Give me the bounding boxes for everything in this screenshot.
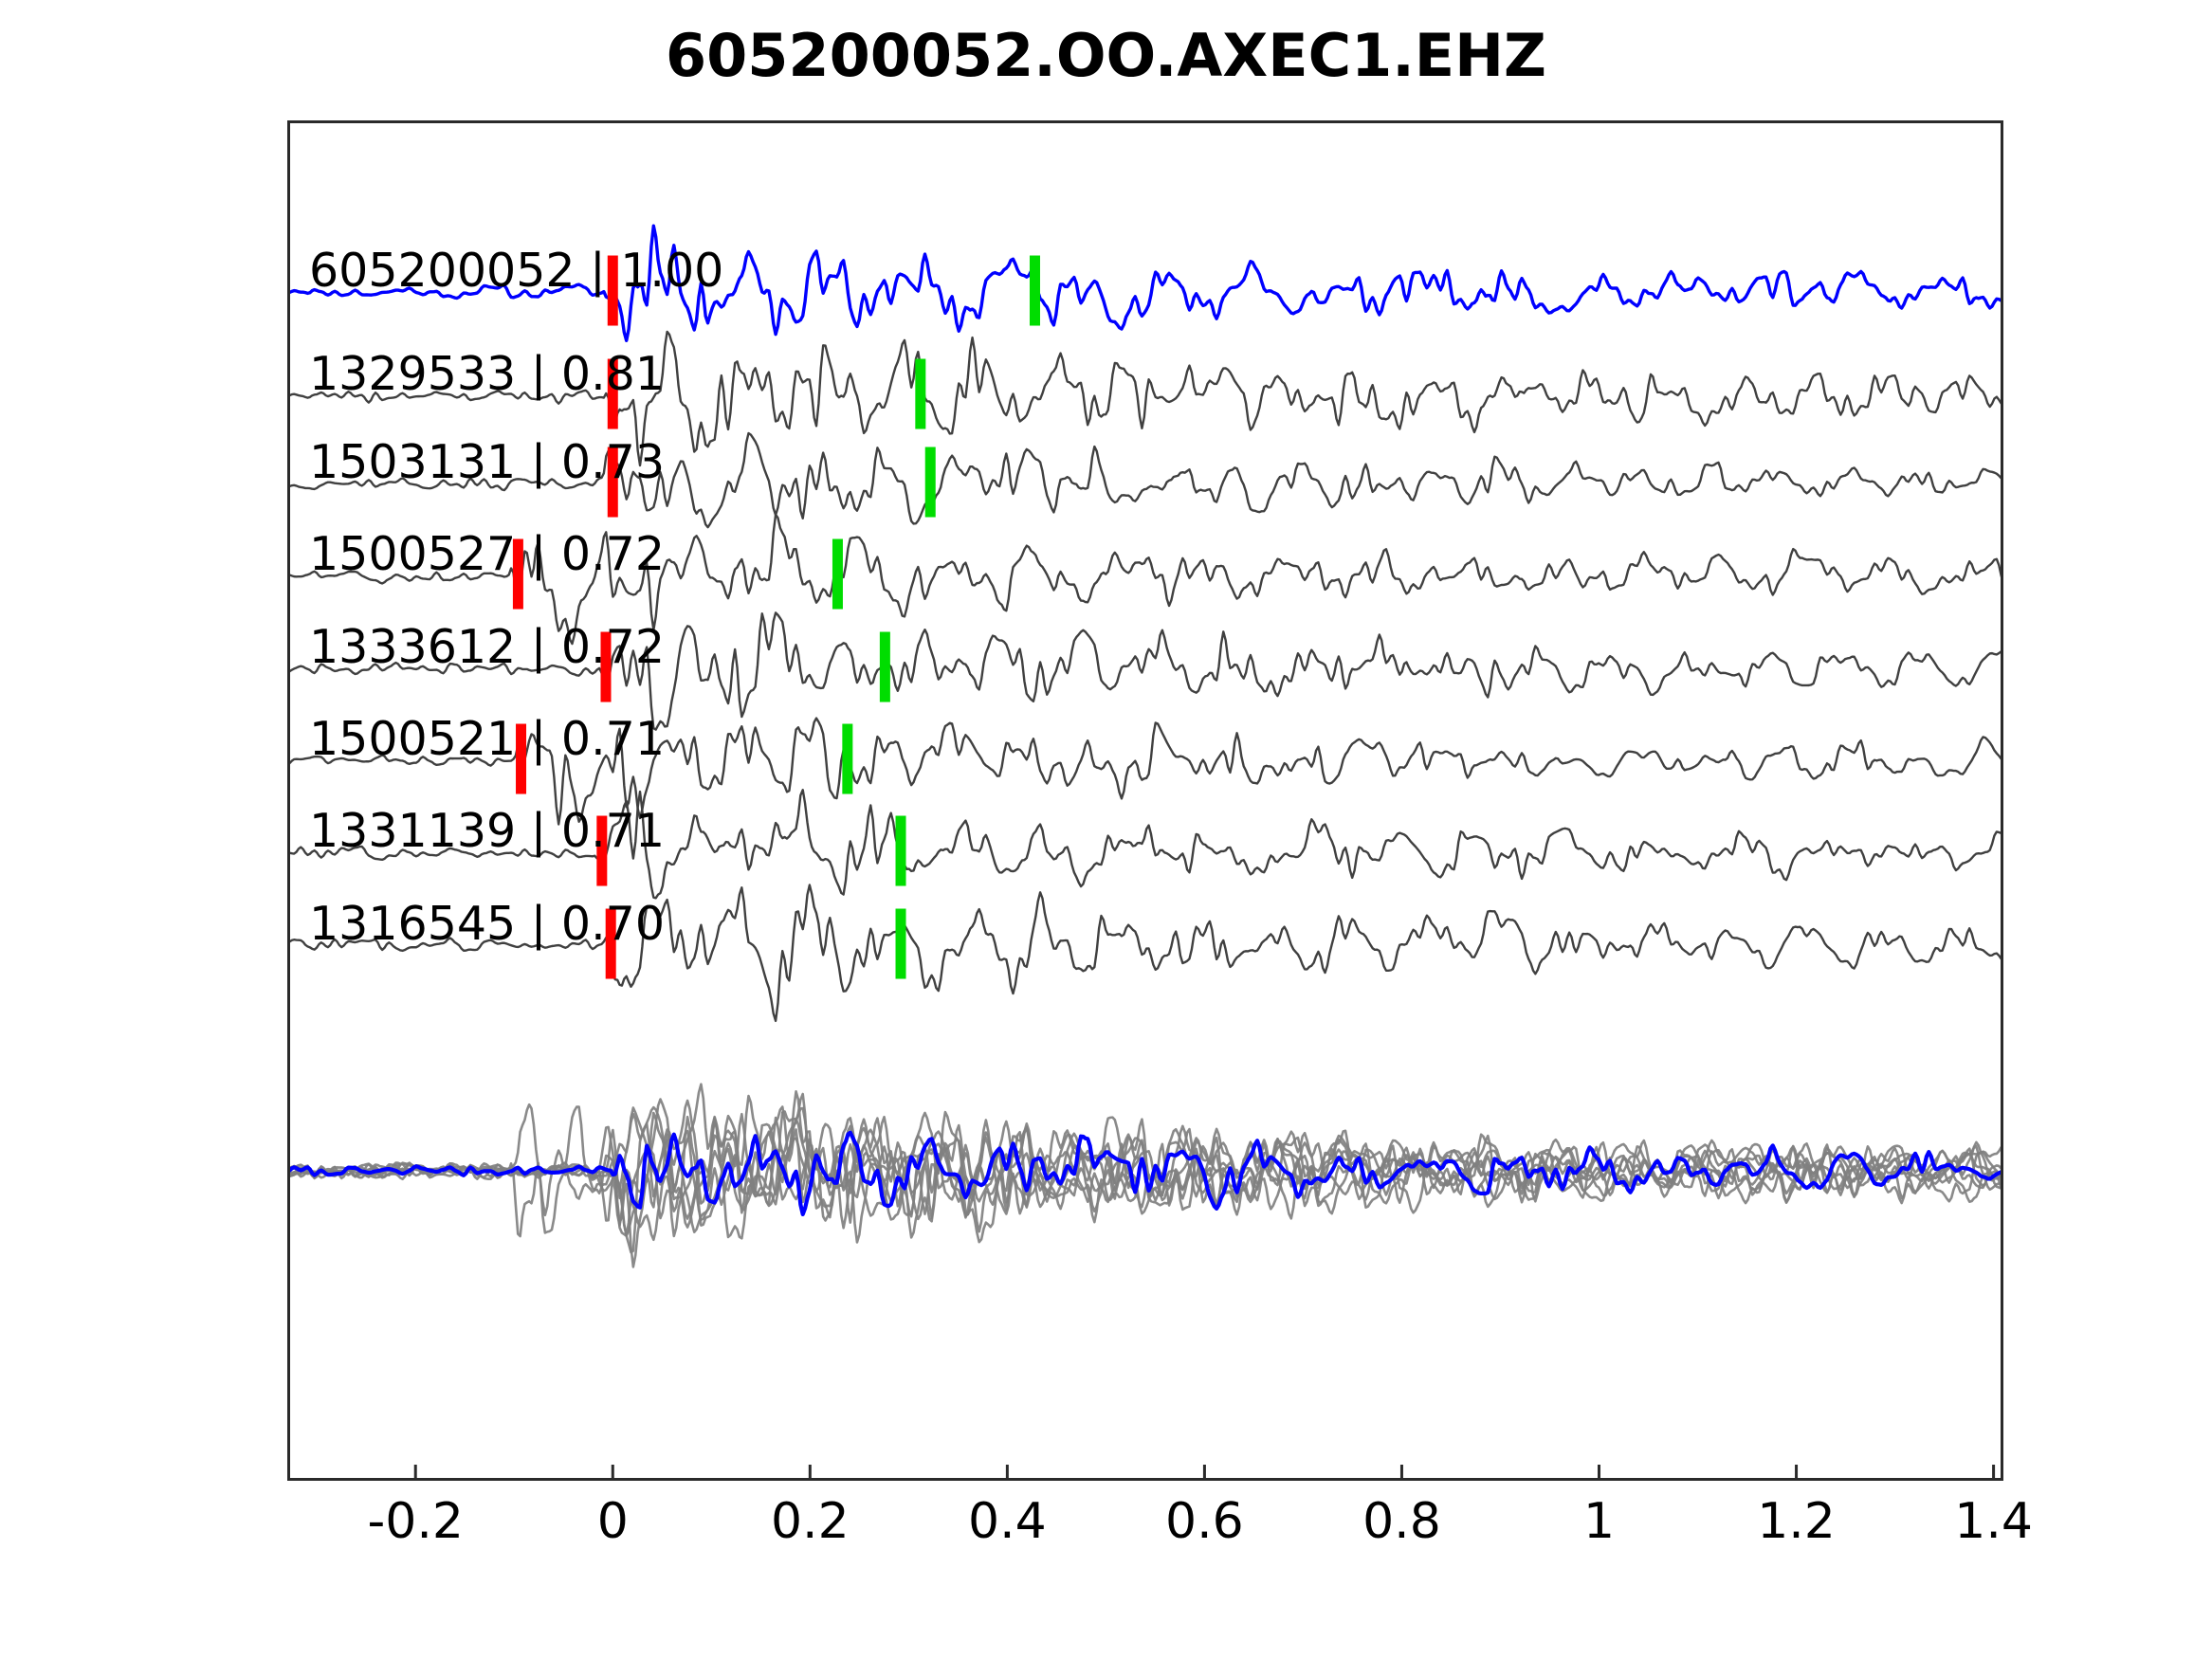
trace-label-1331139: 1331139 | 0.71 (309, 804, 665, 858)
page-title: 605200052.OO.AXEC1.EHZ (666, 21, 1546, 90)
s-pick-marker-1333612 (879, 631, 890, 702)
trace-label-1500521: 1500521 | 0.71 (309, 712, 665, 766)
trace-label-1333612: 1333612 | 0.72 (309, 620, 665, 674)
waveform-line-1316545 (287, 884, 2003, 1023)
x-tick-label: 0.8 (1362, 1493, 1441, 1550)
s-pick-marker-1331139 (895, 815, 906, 886)
trace-label-605200052: 605200052 | 1.00 (309, 244, 724, 298)
x-tick-label: 0.2 (770, 1493, 850, 1550)
trace-label-1503131: 1503131 | 0.73 (309, 435, 665, 489)
waveform-line-1503131 (287, 431, 2003, 529)
waveform-line-605200052 (287, 224, 2003, 342)
p-pick-marker-1316545 (605, 908, 616, 979)
p-pick-marker-1500521 (516, 723, 527, 794)
plot-area: 605200052 | 1.00 1329533 | 0.81 1503131 | … (287, 120, 2003, 1481)
trace-label-1329533: 1329533 | 0.81 (309, 347, 665, 401)
s-pick-marker-1500527 (832, 538, 843, 610)
x-tick-label: 0.6 (1165, 1493, 1244, 1550)
p-pick-marker-1503131 (607, 447, 618, 518)
trace-label-1316545: 1316545 | 0.70 (309, 897, 665, 951)
p-pick-marker-605200052 (607, 255, 618, 326)
stack-overlay-trace (287, 1111, 2003, 1254)
stack-panel-group (287, 1083, 2003, 1268)
x-tick-label: 1 (1582, 1493, 1616, 1550)
trace-group-1329533 (287, 330, 2003, 467)
waveform-canvas (287, 224, 2003, 1481)
waveform-line-1333612 (287, 611, 2003, 731)
s-pick-marker-1503131 (924, 447, 936, 518)
x-tick-label: 0 (596, 1493, 629, 1550)
trace-group-1503131 (287, 431, 2003, 529)
trace-group-1316545 (287, 884, 2003, 1023)
x-tick-label: 1.4 (1954, 1493, 2033, 1550)
s-pick-marker-1500521 (842, 723, 853, 794)
x-axis-tick-labels: -0.2 0 0.2 0.4 0.6 0.8 1 1.2 1.4 (287, 1493, 2032, 1569)
stack-overlay-trace (287, 1103, 2003, 1237)
trace-group-1331139 (287, 789, 2003, 900)
trace-group-605200052 (287, 224, 2003, 342)
x-tick-label: -0.2 (367, 1493, 464, 1550)
waveform-line-1500521 (287, 717, 2003, 826)
trace-group-1500527 (287, 513, 2003, 646)
x-tick-label: 1.2 (1757, 1493, 1836, 1550)
waveform-line-1329533 (287, 330, 2003, 467)
s-pick-marker-605200052 (1029, 255, 1040, 326)
p-pick-marker-1329533 (607, 358, 618, 429)
trace-label-1500527: 1500527 | 0.72 (309, 527, 665, 581)
s-pick-marker-1329533 (915, 358, 926, 429)
p-pick-marker-1500527 (512, 538, 523, 610)
waveform-line-1500527 (287, 513, 2003, 646)
p-pick-marker-1331139 (596, 815, 608, 886)
trace-group-1500521 (287, 717, 2003, 826)
s-pick-marker-1316545 (895, 908, 906, 979)
trace-group-1333612 (287, 611, 2003, 731)
x-tick-label: 0.4 (968, 1493, 1047, 1550)
waveform-line-1331139 (287, 789, 2003, 900)
x-axis-ticks (413, 1465, 1996, 1481)
stack-mean-trace (287, 1130, 2003, 1217)
p-pick-marker-1333612 (600, 631, 612, 702)
